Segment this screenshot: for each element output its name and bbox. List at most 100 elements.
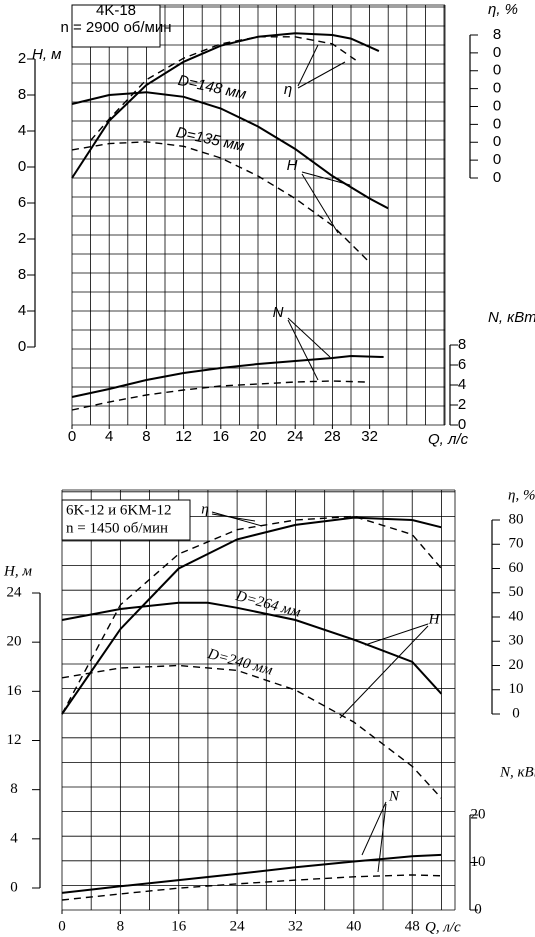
leader-line xyxy=(287,319,319,381)
y-tick-label: 8 xyxy=(18,266,26,283)
y2-tick-label: 0 xyxy=(493,44,501,61)
y-axis-label: H, м xyxy=(32,46,61,63)
x-tick-label: 8 xyxy=(142,428,150,445)
x-tick-label: 8 xyxy=(117,918,125,934)
annotation: η xyxy=(284,81,292,98)
x-tick-label: 20 xyxy=(250,428,267,445)
y-tick-label: 8 xyxy=(18,86,26,103)
annotation: N xyxy=(388,788,400,804)
leader-line xyxy=(211,511,263,527)
x-tick-label: 16 xyxy=(171,918,187,934)
leader-line xyxy=(364,623,429,646)
y2-tick-label: 60 xyxy=(509,560,524,576)
curve xyxy=(90,36,356,141)
y2-tick-label: 80 xyxy=(509,511,524,527)
curve xyxy=(71,354,384,398)
x-tick-label: 16 xyxy=(212,428,229,445)
y-tick-label: 8 xyxy=(10,781,18,797)
chart-subtitle: n = 2900 об/мин xyxy=(60,19,171,36)
annotation: N xyxy=(273,304,284,321)
x-tick-label: 48 xyxy=(405,918,420,934)
y-tick-label: 0 xyxy=(10,879,18,895)
chart-title: 6K-12 и 6KM-12 xyxy=(66,502,172,518)
y2-tick-label: 70 xyxy=(509,536,524,552)
x-tick-label: 32 xyxy=(288,918,303,934)
x-tick-label: 0 xyxy=(68,428,76,445)
y2-tick-label: 0 xyxy=(493,62,501,79)
leader-line xyxy=(211,513,256,522)
y2-tick-label: 50 xyxy=(509,584,524,600)
y3-tick-label: 20 xyxy=(471,806,486,822)
y2-tick-label: 30 xyxy=(509,633,524,649)
x-tick-label: 32 xyxy=(361,428,378,445)
x-tick-label: 24 xyxy=(230,918,246,934)
curve xyxy=(71,141,371,263)
y2-tick-label: 0 xyxy=(493,80,501,97)
annotation: D=135 мм xyxy=(174,124,245,155)
leader-line xyxy=(301,171,351,186)
y3-tick-label: 2 xyxy=(458,396,466,413)
y2-tick-label: 8 xyxy=(493,26,501,43)
info-box xyxy=(71,4,161,48)
info-box xyxy=(61,499,191,541)
y2-tick-label: 0 xyxy=(493,169,501,186)
y3-tick-label: 0 xyxy=(458,416,466,433)
curve xyxy=(61,601,443,695)
curve xyxy=(61,515,442,715)
leader-line xyxy=(301,173,339,234)
y2-tick-label: 0 xyxy=(512,705,520,721)
curve xyxy=(71,91,389,210)
y2-axis-label: η, % xyxy=(508,487,535,503)
annotation: D=240 мм xyxy=(205,646,275,679)
y3-tick-label: 0 xyxy=(474,901,482,917)
y2-tick-label: 0 xyxy=(493,133,501,150)
x-tick-label: 24 xyxy=(287,428,304,445)
y-tick-label: 20 xyxy=(7,634,22,650)
curve xyxy=(61,516,442,715)
y3-tick-label: 8 xyxy=(458,336,466,353)
x-tick-label: 40 xyxy=(346,918,361,934)
curve xyxy=(61,853,442,894)
leader-line xyxy=(377,803,387,873)
y-axis-label: H, м xyxy=(3,563,32,579)
y3-axis-label: N, кВт xyxy=(488,309,535,326)
y-tick-label: 4 xyxy=(10,830,18,846)
y-tick-label: 2 xyxy=(18,230,26,247)
leader-line xyxy=(361,801,387,856)
y-tick-label: 6 xyxy=(18,194,26,211)
chart-subtitle: n = 1450 об/мин xyxy=(66,520,168,536)
x-tick-label: 28 xyxy=(324,428,341,445)
y2-tick-label: 0 xyxy=(493,151,501,168)
y-tick-label: 0 xyxy=(18,158,26,175)
y2-tick-label: 40 xyxy=(509,608,524,624)
curve xyxy=(71,380,365,411)
y2-tick-label: 0 xyxy=(493,115,501,132)
y3-axis-label: N, кВт xyxy=(499,764,535,780)
annotation: H xyxy=(428,611,441,627)
x-tick-label: 4 xyxy=(105,428,113,445)
y-tick-label: 4 xyxy=(18,302,26,319)
curve xyxy=(71,32,380,179)
y-tick-label: 24 xyxy=(7,584,23,600)
x-axis-label: Q, л/с xyxy=(428,431,469,448)
y-tick-label: 2 xyxy=(18,50,26,67)
y-tick-label: 12 xyxy=(7,732,22,748)
x-axis-label: Q, л/с xyxy=(425,919,461,935)
chart-title: 4K-18 xyxy=(96,2,136,19)
y-tick-label: 16 xyxy=(7,683,23,699)
y-tick-label: 0 xyxy=(18,338,26,355)
y2-tick-label: 0 xyxy=(493,97,501,114)
annotation: D=264 мм xyxy=(233,588,303,621)
y3-tick-label: 10 xyxy=(471,854,486,870)
leader-line xyxy=(287,317,331,358)
curve xyxy=(61,874,442,901)
x-tick-label: 12 xyxy=(175,428,192,445)
y3-tick-label: 4 xyxy=(458,376,466,393)
y3-tick-label: 6 xyxy=(458,356,466,373)
y2-tick-label: 20 xyxy=(509,657,524,673)
x-tick-label: 0 xyxy=(58,918,66,934)
annotation: H xyxy=(287,157,298,174)
